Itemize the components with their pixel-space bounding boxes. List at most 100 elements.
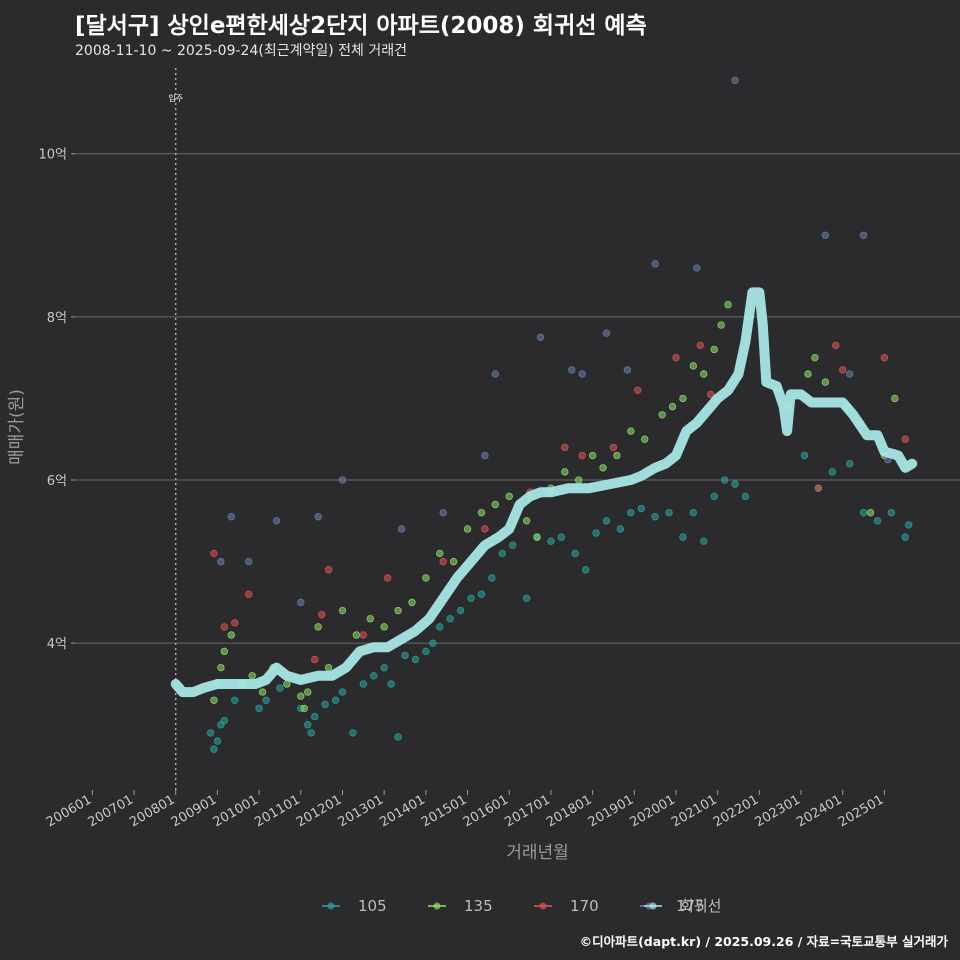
data-point-105 [741,492,750,501]
x-tick-label: 200601 [44,792,94,830]
data-point-135 [324,663,333,672]
data-point-105 [616,525,625,533]
data-point-135 [627,427,635,435]
data-point-105 [665,508,673,517]
data-point-105 [231,696,239,704]
data-point-135 [366,614,374,623]
legend-label-170: 170 [570,897,599,915]
y-tick-label: 10억 [38,148,67,163]
x-tick-label: 201401 [377,792,427,830]
data-point-170 [561,443,569,452]
x-tick-label: 201201 [294,792,344,830]
data-point-105 [331,696,340,704]
data-point-135 [679,394,687,403]
move-in-label: 입주 [168,94,183,103]
data-point-105 [731,480,739,488]
data-point-105 [401,651,409,660]
legend-key-dot [539,902,547,910]
data-point-175 [217,557,225,566]
data-point-170 [814,484,823,492]
data-point-170 [672,353,680,362]
data-point-135 [449,557,458,566]
x-tick-label: 202101 [669,792,719,830]
data-point-105 [637,504,645,513]
chart-subtitle: 2008-11-10 ~ 2025-09-24(최근계약일) 전체 거래건 [75,43,407,59]
y-tick-label: 6억 [47,474,67,489]
x-tick-label: 201301 [336,792,386,830]
data-point-135 [533,533,541,541]
data-point-105 [220,716,229,725]
data-point-105 [310,712,319,721]
data-point-175 [845,370,854,378]
data-point-135 [248,672,256,680]
data-point-135 [613,451,621,460]
data-point-170 [707,390,715,399]
data-point-175 [568,366,576,374]
data-point-135 [505,492,513,501]
data-point-170 [901,435,909,443]
data-point-105 [436,623,444,631]
data-point-175 [297,598,305,607]
data-point-170 [578,451,586,460]
data-point-175 [536,333,545,341]
y-axis-title: 매매가(원) [7,389,27,465]
data-point-175 [651,260,659,268]
data-point-105 [689,508,698,517]
data-point-170 [839,366,847,374]
x-tick-label: 201001 [211,792,261,830]
data-point-105 [349,729,357,737]
data-point-105 [206,729,215,737]
data-point-105 [338,688,347,696]
legend-key-dot [649,902,657,910]
legend-label-135: 135 [464,897,493,915]
x-tick-label: 201501 [419,792,469,830]
data-point-135 [436,549,444,558]
data-point-135 [599,464,607,472]
data-point-135 [338,606,347,615]
data-point-105 [859,508,868,517]
data-point-105 [592,529,600,537]
data-point-135 [314,623,322,631]
x-tick-label: 201101 [252,792,302,830]
data-point-105 [488,574,496,582]
data-point-135 [700,370,708,378]
data-point-135 [717,321,725,329]
data-point-135 [394,606,402,615]
data-point-105 [422,647,430,656]
data-point-135 [866,508,875,517]
data-point-105 [602,517,611,525]
data-point-135 [304,688,312,696]
data-point-105 [571,549,579,558]
x-tick-label: 202001 [627,792,677,830]
data-point-105 [429,639,437,647]
points-layer [206,76,913,753]
data-point-170 [609,443,618,452]
chart-title: [달서구] 상인e편한세상2단지 아파트(2008) 회귀선 예측 [75,13,647,39]
data-point-105 [210,745,218,753]
data-point-175 [693,264,701,272]
data-point-170 [231,619,239,627]
y-tick-label: 8억 [47,311,67,326]
data-point-135 [522,517,531,525]
data-point-135 [477,508,486,517]
legend-key-dot [433,902,441,910]
data-point-105 [873,517,882,525]
data-point-170 [310,655,319,664]
data-point-170 [634,386,642,394]
data-point-105 [901,533,909,541]
data-point-175 [244,557,253,566]
data-point-170 [244,590,253,598]
grid-layer [75,153,960,644]
data-point-135 [491,500,500,509]
data-point-175 [439,508,447,517]
data-point-170 [359,631,368,639]
x-tick-label: 202301 [753,792,803,830]
data-point-105 [394,733,402,741]
data-point-135 [821,378,830,386]
data-point-135 [220,647,229,656]
data-point-105 [845,460,854,468]
data-point-105 [700,537,708,545]
data-point-135 [217,663,225,672]
data-point-175 [491,370,500,378]
data-point-170 [832,341,840,350]
